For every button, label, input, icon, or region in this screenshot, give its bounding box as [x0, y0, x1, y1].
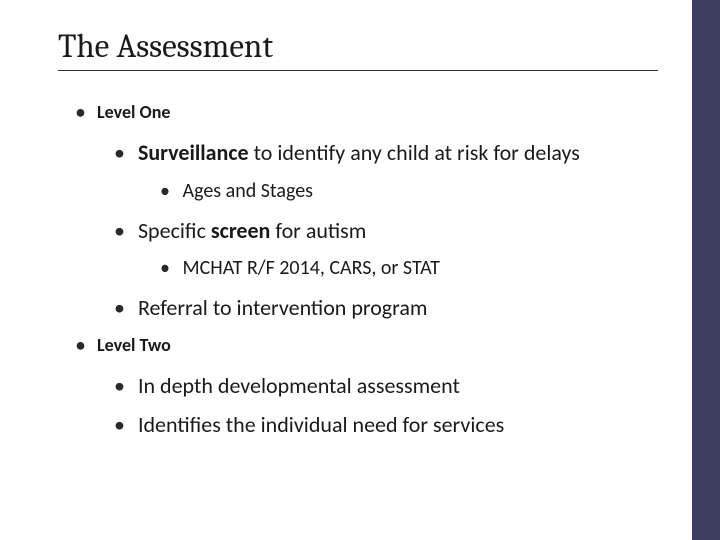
level2-text: for autism [270, 217, 366, 244]
level2-bold-text: screen [211, 217, 271, 244]
slide-title: The Assessment [58, 28, 670, 66]
level3-text: MCHAT R/F 2014, CARS, or STAT [183, 256, 440, 280]
level1-item: Level Two [76, 334, 670, 356]
level1-text: Level Two [97, 334, 171, 356]
level2-item: Surveillance to identify any child at ri… [114, 139, 670, 167]
level2-bold-text: Surveillance [138, 139, 249, 166]
level1-item: Level One [76, 101, 670, 123]
slide-content: The Assessment Level One Surveillance to… [0, 0, 720, 471]
level2-item: In depth developmental assessment [114, 372, 670, 400]
level2-text: In depth developmental assessment [138, 372, 460, 399]
bullet-list: Level One Surveillance to identify any c… [58, 101, 670, 439]
level1-text: Level One [97, 101, 170, 123]
title-underline [58, 70, 658, 71]
level2-item: Identifies the individual need for servi… [114, 411, 670, 439]
sidebar-accent [692, 0, 720, 540]
level2-text: Specific [138, 217, 211, 244]
level3-item: Ages and Stages [160, 179, 670, 203]
level2-item: Referral to intervention program [114, 294, 670, 322]
level2-text: Referral to intervention program [138, 294, 428, 321]
level2-text: to identify any child at risk for delays [249, 139, 580, 166]
level3-item: MCHAT R/F 2014, CARS, or STAT [160, 256, 670, 280]
level2-text: Identifies the individual need for servi… [138, 411, 504, 438]
level3-text: Ages and Stages [183, 179, 313, 203]
level2-item: Specific screen for autism [114, 217, 670, 245]
